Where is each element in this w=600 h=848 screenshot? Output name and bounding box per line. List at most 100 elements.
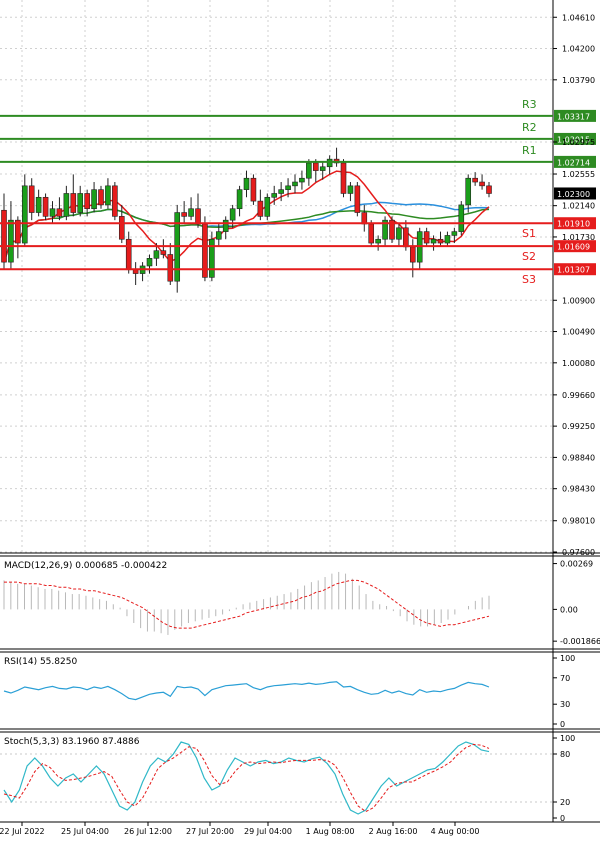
candle-body: [160, 250, 167, 255]
candle-body: [215, 231, 222, 240]
candle-body: [229, 208, 236, 221]
candle: [202, 216, 208, 282]
candle-body: [8, 219, 14, 263]
candle: [56, 197, 63, 221]
candle-body: [195, 208, 201, 225]
candle-body: [437, 238, 444, 244]
candle-body: [465, 177, 472, 206]
level-price-label-s1: 1.01910: [557, 220, 590, 229]
main-tick-label: 1.01730: [562, 233, 595, 242]
candle: [264, 193, 271, 221]
main-tick-label: 1.02555: [562, 170, 595, 179]
main-tick-label: 0.98430: [562, 485, 595, 494]
main-tick-label: 0.99660: [562, 391, 595, 400]
candle: [319, 161, 326, 180]
candle-body: [292, 181, 298, 187]
candle-body: [472, 177, 478, 183]
candle: [285, 178, 291, 198]
candle: [174, 204, 181, 293]
candle-body: [257, 200, 264, 217]
macd-signal-line: [4, 579, 490, 629]
candle-body: [146, 258, 153, 267]
candle: [347, 182, 354, 202]
candle-body: [403, 227, 409, 248]
candle: [312, 159, 319, 183]
candle-body: [319, 166, 326, 171]
candle-body: [56, 208, 63, 217]
rsi-label: RSI(14) 55.8250: [4, 657, 77, 667]
main-tick-label: 0.98010: [562, 517, 595, 526]
candle: [222, 216, 229, 240]
candle-body: [479, 181, 485, 187]
candle-body: [389, 219, 395, 240]
level-price-box-r3: [554, 109, 596, 122]
candle: [250, 174, 257, 205]
level-price-box-s1: [554, 217, 596, 230]
candle-body: [264, 196, 271, 217]
candle: [444, 231, 451, 247]
candle-body: [354, 185, 361, 213]
candle-body: [375, 238, 381, 244]
main-tick-label: 1.02140: [562, 202, 595, 211]
level-name-s3: S3: [522, 273, 536, 286]
candle: [188, 197, 194, 221]
main-tick-label: 1.00080: [562, 359, 595, 368]
candle-body: [306, 162, 312, 179]
candle: [8, 201, 14, 270]
rsi-line: [3, 681, 490, 701]
candle-body: [70, 193, 77, 213]
candle: [49, 201, 56, 224]
candle-body: [347, 185, 354, 194]
candle-body: [271, 193, 278, 198]
candle-body: [430, 238, 437, 244]
candle: [271, 185, 278, 205]
macd-tick-label: -0.001866: [560, 637, 600, 646]
candle: [98, 185, 104, 209]
candle: [112, 182, 118, 221]
candle-body: [105, 185, 111, 206]
candle-body: [326, 158, 333, 168]
candle-body: [42, 196, 49, 217]
candle: [70, 174, 77, 217]
main-tick-label: 1.00490: [562, 328, 595, 337]
current-price-label: 1.02300: [557, 190, 590, 199]
x-tick-label: 27 Jul 20:00: [186, 827, 234, 836]
candle-body: [118, 216, 125, 240]
x-tick-label: 22 Jul 2022: [0, 827, 45, 836]
candle-body: [28, 185, 35, 213]
candle: [28, 178, 35, 221]
candle-body: [132, 269, 139, 274]
candle-body: [250, 177, 257, 202]
candle: [21, 174, 28, 247]
candle-body: [49, 208, 56, 217]
candle: [278, 182, 284, 202]
candle-body: [153, 250, 160, 259]
x-tick-label: 1 Aug 08:00: [306, 827, 355, 836]
level-price-label-s2: 1.01609: [557, 243, 590, 252]
candle: [326, 155, 333, 175]
candle-body: [112, 185, 118, 217]
stoch-label: Stoch(5,3,3) 83.1960 87.4886: [4, 737, 140, 747]
candle-body: [91, 189, 97, 210]
candle-body: [222, 219, 229, 232]
candle: [1, 193, 7, 270]
candle-body: [125, 238, 132, 271]
main-tick-label: 1.04200: [562, 45, 595, 54]
candle-body: [409, 246, 416, 263]
current-price-box: [554, 187, 596, 200]
main-tick-label: 0.97600: [562, 548, 595, 557]
level-name-r3: R3: [522, 98, 537, 111]
main-tick-label: 0.99250: [562, 422, 595, 431]
level-price-label-r2: 1.03015: [557, 135, 590, 144]
candle: [375, 235, 381, 251]
candle-body: [98, 189, 104, 206]
level-name-s2: S2: [522, 250, 536, 263]
level-price-box-r2: [554, 132, 596, 145]
candle: [146, 254, 153, 274]
rsi-tick-label: 70: [560, 674, 570, 683]
candle-body: [167, 254, 174, 282]
candle: [437, 231, 444, 247]
